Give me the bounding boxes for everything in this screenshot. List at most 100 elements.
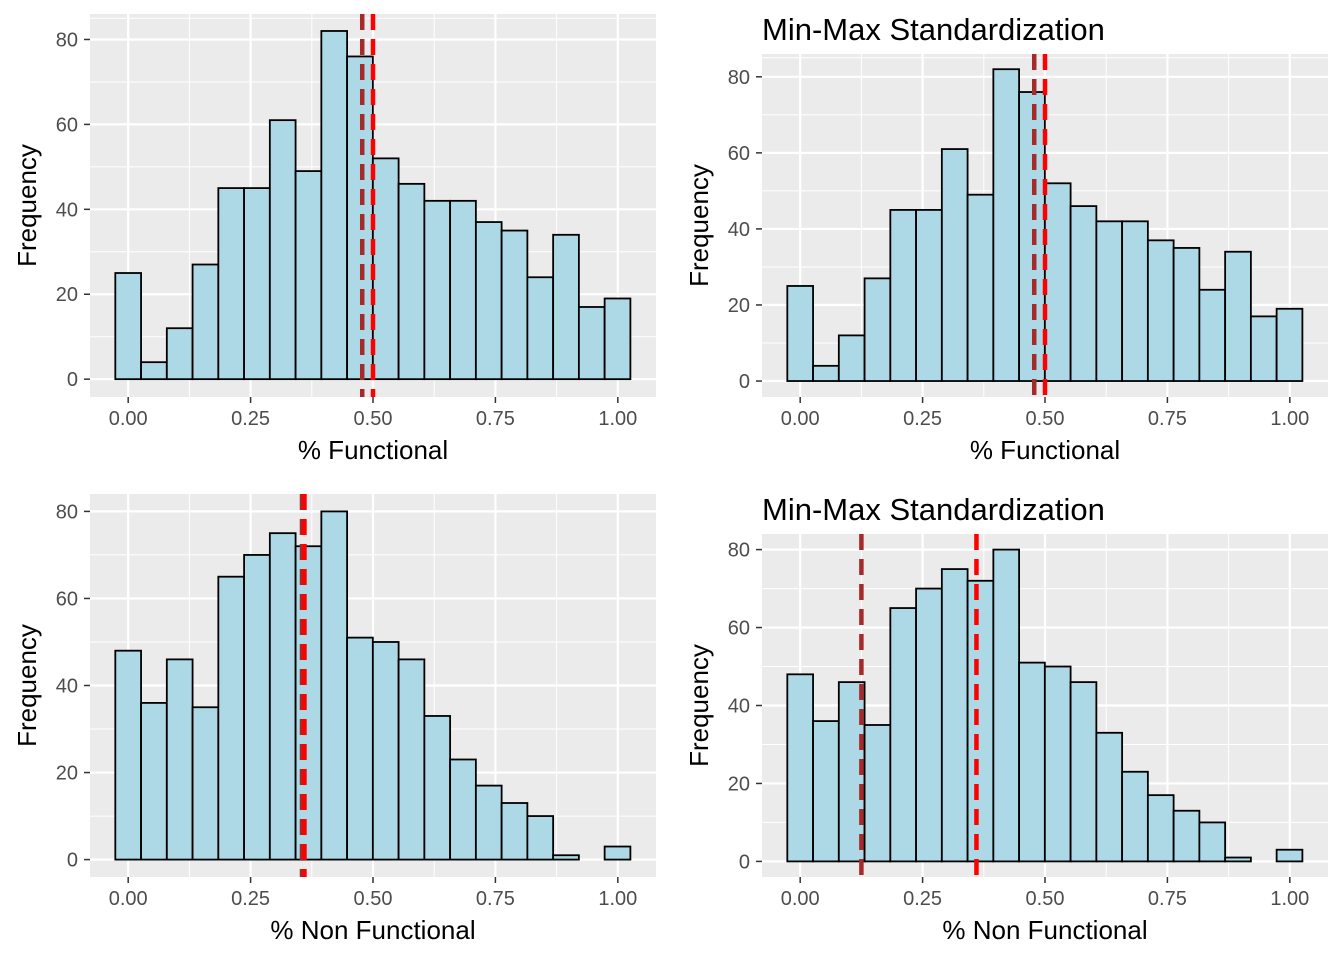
histogram-bar [1043, 182, 1072, 382]
histogram-bar [140, 702, 168, 861]
chart-panel-4: 0.00 0.25 0.50 0.75 1.00 0 20 40 60 80 % Non Funct… [684, 492, 1328, 945]
y-tick-label: 60 [728, 618, 750, 640]
y-tick-label: 20 [728, 773, 750, 795]
x-tick-label: 0.00 [109, 888, 148, 910]
histogram-bar [1095, 731, 1124, 863]
histogram-bar [449, 199, 477, 381]
histogram-bar [940, 568, 969, 863]
histogram-bar [786, 285, 814, 382]
x-axis-title: % Functional [970, 435, 1120, 465]
histogram-bar [1275, 848, 1304, 863]
x-tick-label: 1.00 [598, 408, 637, 430]
histogram-bar [423, 199, 452, 381]
histogram-bar [320, 510, 348, 861]
histogram-bar [243, 554, 271, 861]
histogram-bar [577, 306, 606, 381]
chart-title: Min-Max Standardization [762, 12, 1105, 47]
y-axis-title: Frequency [12, 144, 42, 267]
y-tick-label: 40 [728, 696, 750, 718]
y-tick-label: 0 [739, 851, 750, 873]
histogram-bar [114, 649, 142, 861]
histogram-bar [346, 55, 374, 381]
histogram-bar [114, 272, 142, 381]
histogram-bar [552, 233, 580, 381]
histogram-bar [966, 579, 995, 863]
chart-panel-2: 0.00 0.25 0.50 0.75 1.00 0 20 40 60 80 % Functiona… [684, 12, 1328, 465]
y-tick-label: 0 [67, 850, 78, 872]
y-axis-title: Frequency [684, 644, 714, 767]
histogram-bar [294, 545, 323, 861]
histogram-bar [500, 802, 529, 861]
histogram-bar [1018, 661, 1046, 863]
histogram-bar [294, 170, 323, 381]
histogram-bar [966, 193, 995, 382]
histogram-bar [1224, 856, 1252, 863]
x-tick-label: 0.00 [781, 888, 820, 910]
histogram-bar [1198, 288, 1227, 382]
histogram-bar [603, 297, 632, 381]
histogram-bar [915, 587, 943, 863]
histogram-bar [165, 658, 194, 861]
histogram-bar [165, 327, 194, 381]
x-tick-label: 0.50 [1026, 888, 1065, 910]
histogram-bar [397, 658, 426, 861]
histogram-bar [526, 815, 555, 861]
y-tick-label: 0 [739, 371, 750, 393]
x-tick-label: 0.75 [476, 408, 515, 430]
y-tick-label: 80 [56, 29, 78, 51]
x-axis-title: % Non Functional [270, 915, 475, 945]
histogram-bar [1018, 91, 1046, 382]
histogram-bar [992, 68, 1020, 382]
x-axis-title: % Non Functional [942, 915, 1147, 945]
histogram-bar [268, 532, 297, 861]
histogram-bar [1069, 205, 1098, 382]
x-tick-label: 0.50 [354, 888, 393, 910]
histogram-bar [1249, 315, 1278, 382]
y-tick-label: 60 [728, 143, 750, 165]
chart-panel-3: 0.00 0.25 0.50 0.75 1.00 0 20 40 60 80 % Non Funct… [12, 494, 656, 945]
x-tick-label: 1.00 [598, 888, 637, 910]
x-tick-label: 0.75 [476, 888, 515, 910]
histogram-bar [474, 784, 503, 861]
y-tick-label: 80 [728, 67, 750, 89]
y-tick-label: 40 [728, 219, 750, 241]
x-tick-label: 0.00 [109, 408, 148, 430]
histogram-bar [863, 724, 892, 863]
histogram-bar [191, 263, 220, 381]
histogram-bar [1069, 681, 1098, 863]
histogram-bar [320, 30, 348, 381]
chart-panel-1: 0.00 0.25 0.50 0.75 1.00 0 20 40 60 80 % Functiona… [12, 14, 656, 465]
y-tick-label: 80 [728, 540, 750, 562]
histogram-bar [397, 182, 426, 381]
histogram-bar [346, 636, 374, 861]
histogram-bar [889, 209, 917, 382]
histogram-bar [1224, 250, 1252, 382]
x-tick-label: 0.25 [903, 408, 942, 430]
histogram-bar [915, 209, 943, 382]
x-tick-label: 0.25 [903, 888, 942, 910]
x-tick-label: 1.00 [1270, 888, 1309, 910]
y-axis-title: Frequency [684, 164, 714, 287]
histogram-bar [1121, 220, 1149, 382]
chart-title: Min-Max Standardization [762, 492, 1105, 527]
histogram-bar [371, 157, 400, 381]
y-tick-label: 20 [728, 295, 750, 317]
histogram-bar [863, 277, 892, 382]
histogram-bar [1275, 307, 1304, 382]
histogram-bar [371, 641, 400, 861]
y-tick-label: 60 [56, 588, 78, 610]
y-tick-label: 0 [67, 369, 78, 391]
histogram-bar [1043, 665, 1072, 863]
histogram-bar [191, 706, 220, 861]
y-axis-title: Frequency [12, 624, 42, 747]
histogram-bar [603, 845, 632, 861]
y-tick-label: 20 [56, 763, 78, 785]
histogram-bar [1095, 220, 1124, 382]
histogram-bar [526, 276, 555, 381]
histogram-bar [423, 715, 452, 861]
histogram-bar [837, 334, 866, 382]
y-tick-label: 60 [56, 114, 78, 136]
histogram-bar [449, 758, 477, 861]
histogram-bar [552, 854, 580, 861]
histogram-bar [992, 548, 1020, 863]
